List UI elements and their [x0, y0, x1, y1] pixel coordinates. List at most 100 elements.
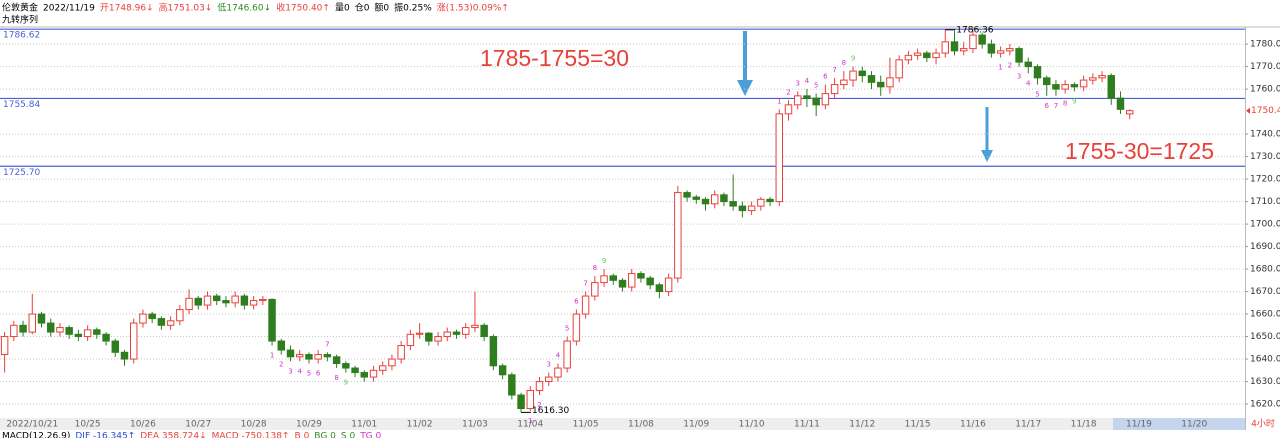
- y-tick-label: 1700.00: [1250, 220, 1280, 230]
- candle-body: [895, 59, 903, 79]
- candle-body: [747, 205, 756, 212]
- candle-body: [950, 41, 959, 52]
- candle-body: [646, 277, 654, 286]
- candle-body: [923, 52, 931, 59]
- indicator-item: MACD -750.138↑: [212, 432, 290, 438]
- candle-body: [738, 205, 747, 212]
- y-tick-label: 1670.00: [1250, 287, 1280, 297]
- candle-body: [102, 333, 110, 342]
- candle-body: [323, 354, 332, 358]
- td-label: 5: [814, 82, 818, 90]
- td-label: 3: [546, 361, 550, 369]
- candle-body: [212, 295, 221, 302]
- candle-body: [259, 298, 267, 302]
- candle-body: [1089, 77, 1097, 81]
- candle-body: [434, 336, 442, 342]
- td-label: 5: [307, 370, 311, 378]
- candle-body: [286, 349, 295, 358]
- candle-body: [757, 198, 765, 207]
- td-label: 8: [1063, 100, 1067, 108]
- candle-body: [305, 354, 313, 360]
- x-tick-label: 11/18: [1071, 420, 1097, 430]
- candle-body: [93, 329, 101, 335]
- x-tick-label: 11/08: [628, 420, 654, 430]
- indicator-item: MACD(12,26,9): [2, 432, 70, 438]
- td-label: 2: [537, 401, 541, 409]
- candle-body: [314, 354, 322, 360]
- x-tick-label: 11/01: [351, 420, 377, 430]
- y-tick-label: 1760.00: [1250, 85, 1280, 95]
- candle-body: [342, 363, 350, 369]
- candle-body: [1070, 84, 1079, 88]
- indicator-item: BG 0: [314, 432, 336, 438]
- header-item: 2022/11/19: [43, 4, 95, 14]
- indicator-item: DEA 358.724↓: [140, 432, 206, 438]
- candle-body: [360, 372, 369, 378]
- td-label: 7: [1054, 102, 1058, 110]
- candle-body: [452, 331, 461, 335]
- td-label: 3: [795, 79, 799, 87]
- candle-body: [498, 365, 507, 376]
- candle-body: [1042, 77, 1051, 86]
- candle-body: [987, 43, 996, 54]
- candle-body: [1024, 61, 1033, 68]
- candle-body: [701, 198, 710, 205]
- td-label: 6: [574, 298, 579, 306]
- td-label: 9: [602, 257, 606, 265]
- candle-body: [443, 331, 452, 338]
- last-price-arrow: [1246, 107, 1250, 114]
- candle-body: [913, 52, 922, 56]
- candle-body: [600, 275, 608, 284]
- candle-body: [996, 50, 1005, 54]
- td-label: 2: [279, 361, 283, 369]
- candle-body: [664, 277, 673, 293]
- y-tick-label: 1620.00: [1250, 400, 1280, 410]
- candle-body: [83, 329, 92, 338]
- header-item: 仓0: [355, 2, 370, 14]
- header-item: 开1748.96↓: [100, 3, 154, 14]
- candle-body: [710, 194, 719, 205]
- td-label: 6: [316, 370, 321, 378]
- x-tick-label: 11/20: [1181, 420, 1207, 430]
- h-line-label: 1755.84: [3, 100, 40, 110]
- x-tick-label: 10/25: [75, 420, 101, 430]
- y-tick-label: 1710.00: [1250, 197, 1280, 207]
- y-tick-label: 1660.00: [1250, 310, 1280, 320]
- candle-body: [941, 41, 950, 54]
- td-label: 7: [832, 66, 836, 74]
- td-label: 4: [1026, 79, 1031, 87]
- candle-body: [369, 369, 378, 378]
- candle-body: [637, 273, 645, 279]
- td-label: 8: [334, 374, 338, 382]
- header-item: 振0.25%: [394, 2, 432, 14]
- x-tick-label: 11/05: [573, 420, 599, 430]
- candle-body: [517, 394, 525, 410]
- annotation: 1785-1755=30: [480, 45, 629, 71]
- header-item: 低1746.60↓: [217, 2, 271, 14]
- y-tick-label: 1780.00: [1250, 40, 1280, 50]
- x-tick-label: 11/16: [960, 420, 986, 430]
- date-strip: [0, 418, 1245, 430]
- y-tick-label: 1630.00: [1250, 377, 1280, 387]
- candle-body: [618, 279, 627, 288]
- candle-body: [969, 34, 977, 50]
- td-label: 7: [325, 340, 329, 348]
- candle-body: [1006, 48, 1014, 52]
- candle-body: [867, 75, 876, 83]
- candle-body: [120, 351, 129, 360]
- arrow-head: [737, 80, 753, 96]
- candle-body: [388, 358, 396, 367]
- candle-body: [692, 196, 701, 200]
- candle-body: [37, 313, 46, 324]
- candle-body: [609, 275, 618, 281]
- y-tick-label: 1730.00: [1250, 152, 1280, 162]
- candle-body: [655, 284, 664, 293]
- candle-body: [535, 381, 544, 392]
- candle-body: [378, 365, 387, 371]
- td-label: 1: [528, 417, 532, 425]
- h-line-label: 1786.62: [3, 31, 40, 41]
- x-tick-label: 11/15: [905, 420, 931, 430]
- candle-body: [674, 192, 682, 279]
